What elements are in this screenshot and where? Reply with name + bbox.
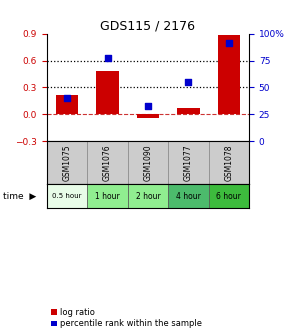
Bar xyxy=(168,184,209,208)
Legend: log ratio, percentile rank within the sample: log ratio, percentile rank within the sa… xyxy=(51,307,202,329)
Point xyxy=(65,95,69,101)
Bar xyxy=(218,35,240,114)
Text: 6 hour: 6 hour xyxy=(217,192,241,201)
Bar xyxy=(177,108,200,114)
Bar xyxy=(209,184,249,208)
Point xyxy=(105,56,110,61)
Bar xyxy=(168,141,209,184)
Text: GSM1075: GSM1075 xyxy=(63,144,71,181)
Text: GSM1090: GSM1090 xyxy=(144,144,152,181)
Text: time  ▶: time ▶ xyxy=(3,192,36,201)
Title: GDS115 / 2176: GDS115 / 2176 xyxy=(100,19,195,33)
Bar xyxy=(137,114,159,118)
Text: 2 hour: 2 hour xyxy=(136,192,160,201)
Text: GSM1077: GSM1077 xyxy=(184,144,193,181)
Bar xyxy=(87,184,128,208)
Point xyxy=(186,79,191,85)
Text: 4 hour: 4 hour xyxy=(176,192,201,201)
Point xyxy=(226,41,231,46)
Bar xyxy=(87,141,128,184)
Text: 1 hour: 1 hour xyxy=(95,192,120,201)
Point xyxy=(146,103,150,109)
Bar xyxy=(47,141,87,184)
Bar xyxy=(96,71,119,114)
Bar xyxy=(128,184,168,208)
Text: 0.5 hour: 0.5 hour xyxy=(52,193,82,199)
Bar xyxy=(56,95,78,114)
Bar xyxy=(128,141,168,184)
Bar xyxy=(47,184,87,208)
Text: GSM1078: GSM1078 xyxy=(224,144,233,181)
Bar xyxy=(209,141,249,184)
Text: GSM1076: GSM1076 xyxy=(103,144,112,181)
